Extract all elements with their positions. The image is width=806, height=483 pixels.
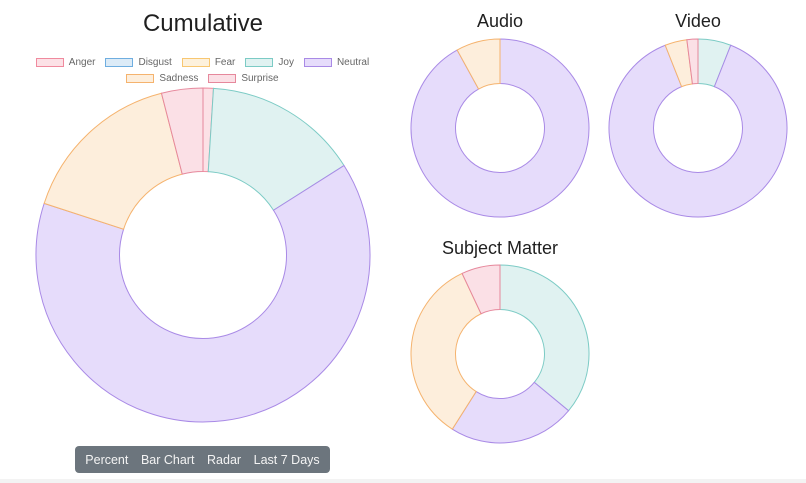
- slice-surprise[interactable]: [160, 87, 204, 175]
- cumulative-donut-chart: [35, 87, 371, 423]
- legend-label: Fear: [214, 56, 236, 68]
- audio-donut-chart: [410, 38, 590, 218]
- slice-sadness[interactable]: [43, 92, 183, 230]
- legend-swatch-joy: [245, 57, 274, 67]
- legend-label: Anger: [68, 56, 96, 68]
- percent-button[interactable]: Percent: [85, 452, 129, 467]
- last-7-days-button[interactable]: Last 7 Days: [253, 452, 320, 467]
- legend-swatch-surprise: [208, 73, 237, 83]
- chart-view-toolbar: Percent Bar Chart Radar Last 7 Days: [75, 446, 330, 473]
- legend-swatch-anger: [35, 57, 64, 67]
- legend-label: Sadness: [159, 72, 199, 84]
- legend-row: Sadness Surprise: [30, 70, 375, 86]
- legend-swatch-disgust: [105, 57, 134, 67]
- slice-surprise[interactable]: [686, 38, 699, 85]
- cumulative-chart-title: Cumulative: [142, 10, 264, 37]
- slice-neutral[interactable]: [451, 381, 570, 444]
- slice-sadness[interactable]: [410, 272, 482, 430]
- legend-item-anger[interactable]: Anger: [35, 56, 96, 68]
- audio-chart-title: Audio: [476, 11, 524, 31]
- video-chart-title: Video: [675, 11, 721, 31]
- legend-row: Anger Disgust Fear Joy Neutral: [30, 54, 375, 70]
- emotion-legend: Anger Disgust Fear Joy Neutral Sadness S…: [30, 54, 375, 86]
- legend-item-joy[interactable]: Joy: [245, 57, 294, 68]
- slice-joy[interactable]: [499, 264, 590, 412]
- legend-label: Disgust: [138, 56, 172, 68]
- legend-label: Joy: [278, 56, 294, 68]
- bar-chart-button[interactable]: Bar Chart: [140, 452, 195, 467]
- legend-item-surprise[interactable]: Surprise: [208, 72, 279, 84]
- page-bottom-edge: [0, 479, 806, 483]
- slice-neutral[interactable]: [35, 164, 371, 423]
- slice-neutral[interactable]: [410, 38, 590, 218]
- slice-sadness[interactable]: [456, 38, 501, 90]
- legend-swatch-sadness: [126, 73, 155, 83]
- slice-neutral[interactable]: [608, 44, 788, 218]
- legend-swatch-neutral: [303, 57, 332, 67]
- subject-matter-chart-title: Subject Matter: [441, 238, 559, 258]
- slice-surprise[interactable]: [461, 264, 501, 315]
- legend-label: Neutral: [336, 56, 370, 68]
- legend-item-fear[interactable]: Fear: [181, 56, 236, 68]
- video-donut-chart: [608, 38, 788, 218]
- legend-item-neutral[interactable]: Neutral: [303, 56, 370, 68]
- legend-label: Surprise: [241, 72, 279, 84]
- radar-button[interactable]: Radar: [207, 452, 242, 467]
- legend-item-sadness[interactable]: Sadness: [126, 73, 198, 84]
- legend-swatch-fear: [181, 57, 210, 67]
- legend-item-disgust[interactable]: Disgust: [105, 56, 172, 68]
- subject-matter-donut-chart: [410, 264, 590, 444]
